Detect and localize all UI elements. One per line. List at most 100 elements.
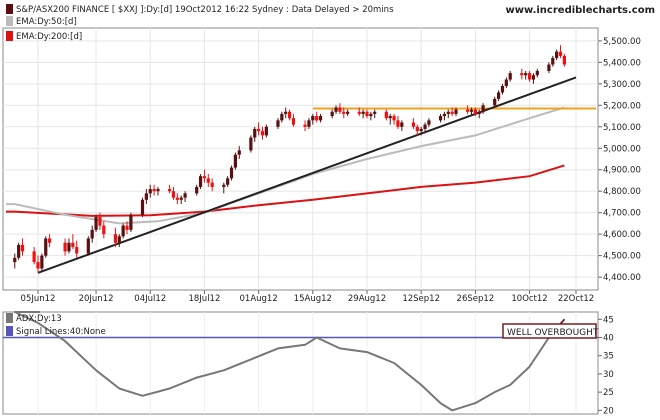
candle-body-73 (415, 126, 419, 132)
candle-body-15 (98, 216, 102, 226)
candle-65 (369, 111, 373, 121)
candle-69 (392, 113, 396, 125)
candle-91 (508, 70, 512, 82)
candle-body-94 (527, 73, 532, 80)
candle-93 (524, 70, 528, 80)
candle-body-13 (90, 229, 94, 239)
candle-body-33 (198, 176, 203, 187)
candle-body-89 (500, 85, 505, 93)
candle-body-1 (17, 244, 21, 258)
candle-body-97 (547, 64, 551, 71)
candle-1 (17, 242, 21, 260)
candle-30 (179, 195, 183, 205)
candle-16 (102, 221, 106, 239)
candle-62 (357, 107, 361, 117)
candle-body-88 (496, 92, 501, 99)
candle-82 (466, 105, 470, 114)
candle-body-0 (13, 257, 17, 263)
candle-body-57 (330, 111, 334, 117)
signal-legend-swatch (6, 326, 13, 336)
candle-body-28 (171, 191, 176, 198)
adx-legend-swatch (6, 313, 13, 323)
candle-55 (315, 111, 319, 123)
candles (13, 45, 566, 273)
candle-83 (469, 107, 474, 117)
overbought-label: WELL OVERBOUGHT (507, 328, 599, 338)
candle-61 (346, 109, 350, 117)
candle-body-26 (156, 189, 160, 192)
candle-52 (303, 120, 307, 132)
candle-12 (86, 236, 90, 256)
candle-56 (318, 113, 323, 123)
candle-body-4 (36, 262, 40, 269)
candle-35 (206, 174, 210, 187)
candle-body-2 (20, 244, 25, 252)
candle-body-19 (121, 225, 125, 237)
candle-body-91 (508, 73, 512, 80)
adx-y-tick-label-4: 40 (603, 334, 614, 344)
candle-body-66 (373, 111, 377, 114)
x-tick-label-3: 18Jul12 (188, 294, 220, 304)
trend-layer (37, 76, 577, 274)
candle-body-14 (94, 216, 98, 230)
candle-6 (44, 236, 48, 258)
price-y-axis: 4,400.00 4,500.00 4,600.00 4,700.00 4,800.00… (598, 37, 641, 283)
candle-27 (167, 184, 172, 194)
candle-51 (291, 113, 296, 127)
adx-y-tick-label-0: 20 (603, 406, 614, 416)
candle-60 (342, 107, 346, 119)
candle-23 (144, 189, 148, 205)
candle-72 (411, 118, 416, 129)
candle-95 (531, 73, 536, 84)
candle-71 (400, 120, 404, 132)
x-tick-label-6: 29Aug12 (348, 294, 386, 304)
candle-98 (551, 55, 555, 67)
candle-2 (20, 238, 25, 256)
x-tick-label-0: 05Jun12 (21, 294, 56, 304)
candle-body-52 (303, 124, 307, 127)
candle-10 (71, 234, 75, 250)
candle-28 (171, 186, 176, 200)
candle-76 (427, 118, 431, 127)
price-y-tick-label-2: 4,600.00 (603, 230, 641, 240)
candle-body-35 (206, 178, 210, 183)
candle-body-46 (264, 126, 268, 136)
candle-26 (156, 186, 160, 196)
candle-58 (334, 105, 338, 114)
candle-59 (338, 103, 342, 114)
candle-17 (113, 227, 118, 248)
x-tick-label-1: 20Jun12 (79, 294, 114, 304)
candle-19 (121, 223, 125, 239)
candle-body-20 (125, 225, 129, 230)
candle-body-23 (144, 193, 148, 200)
x-tick-label-5: 15Aug12 (294, 294, 332, 304)
candle-43 (253, 126, 257, 142)
candle-47 (276, 118, 280, 129)
candle-body-22 (140, 199, 145, 215)
candle-38 (226, 176, 230, 187)
ema200-line (6, 164, 565, 217)
candle-body-71 (400, 122, 404, 127)
candle-body-16 (102, 225, 106, 235)
candle-body-36 (210, 182, 214, 187)
candle-81 (454, 107, 458, 117)
candle-body-79 (446, 111, 450, 114)
ema50-legend-swatch (6, 16, 13, 26)
overbought-box (502, 323, 597, 339)
candle-body-61 (346, 111, 350, 114)
candle-body-78 (442, 113, 447, 117)
candle-64 (365, 109, 369, 119)
candle-body-93 (524, 73, 528, 76)
candle-body-81 (454, 109, 458, 114)
candle-100 (558, 45, 563, 59)
candle-body-10 (71, 242, 75, 248)
candle-79 (446, 109, 450, 119)
candle-body-83 (469, 109, 474, 112)
candle-46 (264, 124, 268, 138)
candle-body-25 (152, 189, 156, 192)
candle-body-62 (357, 111, 361, 114)
price-y-tick-label-10: 5,400.00 (603, 58, 641, 68)
adx-y-tick-label-3: 35 (603, 352, 614, 362)
adx-y-axis: 20 25 30 35 40 45 (598, 315, 614, 416)
